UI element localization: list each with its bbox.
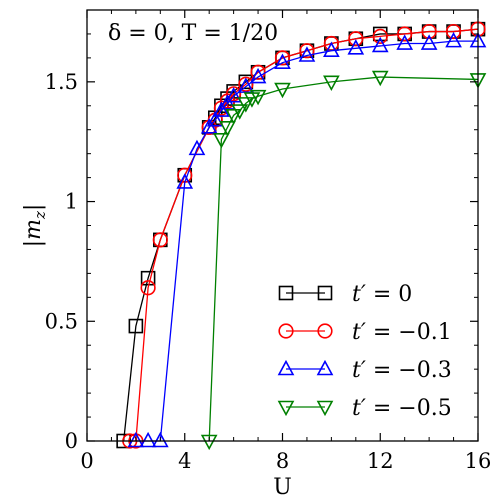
data-point	[128, 318, 144, 334]
y-tick-label: 0.5	[45, 309, 78, 333]
data-point	[445, 23, 462, 40]
legend-label: t′ = 0	[352, 282, 412, 307]
data-point	[371, 36, 389, 53]
y-tick-label: 1	[65, 190, 78, 214]
series-line	[135, 40, 478, 442]
legend-marker	[317, 323, 333, 339]
data-point	[397, 26, 413, 42]
data-point	[226, 86, 242, 102]
data-point	[237, 77, 255, 93]
legend-marker	[277, 359, 295, 376]
data-point	[231, 104, 249, 120]
series-line	[208, 76, 479, 442]
data-point	[249, 89, 267, 106]
data-point	[371, 70, 389, 87]
data-point	[238, 76, 254, 92]
data-point	[298, 46, 316, 62]
data-point	[127, 431, 145, 448]
y-tick-label: 1.5	[45, 70, 78, 94]
legend: t′ = 0 t′ = −0.1 t′ = −0.3 t′ = −0.5	[277, 282, 452, 421]
data-point	[200, 434, 218, 451]
data-point	[213, 133, 230, 149]
data-point	[176, 173, 194, 189]
data-point	[323, 75, 340, 92]
legend-label: t′ = −0.5	[352, 396, 452, 421]
legend-marker	[316, 359, 334, 376]
series-3	[200, 70, 487, 451]
data-point	[206, 110, 224, 127]
x-tick-label: 16	[465, 449, 492, 473]
legend-entry: t′ = −0.5	[277, 396, 452, 421]
data-point	[274, 53, 291, 69]
data-point	[219, 121, 236, 137]
data-point	[323, 41, 340, 58]
data-point	[372, 28, 388, 44]
legend-label: t′ = −0.3	[352, 358, 452, 383]
data-point	[140, 280, 156, 296]
legend-marker	[316, 400, 334, 417]
data-point	[396, 34, 414, 50]
axis-ticks: 0 4 8 12 16 0 0.5 1 1.5	[45, 9, 492, 473]
legend-entry: t′ = −0.3	[277, 358, 452, 383]
y-axis-label-text: |mz|	[21, 204, 49, 248]
x-axis-label: U	[273, 475, 292, 498]
data-point	[237, 97, 255, 113]
data-point	[421, 23, 437, 40]
chart-annotation: δ = 0, T = 1/20	[108, 21, 278, 46]
data-point	[140, 270, 156, 286]
data-point	[139, 431, 157, 448]
y-tick-label: 0	[65, 429, 78, 453]
data-point	[274, 82, 291, 99]
series-line	[129, 28, 479, 442]
data-point	[299, 43, 315, 59]
x-tick-label: 0	[80, 449, 93, 473]
data-point	[420, 34, 438, 50]
data-point	[445, 31, 462, 48]
y-axis-label: |mz|	[21, 204, 49, 248]
series-2	[127, 31, 487, 448]
data-point	[274, 50, 291, 66]
data-point	[188, 139, 206, 156]
legend-marker	[277, 400, 295, 417]
data-point	[152, 232, 168, 248]
data-point	[225, 87, 242, 103]
x-tick-label: 12	[367, 449, 394, 473]
data-point	[225, 109, 242, 125]
legend-label: t′ = −0.1	[352, 320, 452, 345]
data-point	[250, 64, 266, 80]
x-tick-label: 4	[178, 449, 191, 473]
data-point	[249, 67, 267, 84]
legend-entry: t′ = −0.1	[278, 320, 452, 345]
legend-marker	[278, 323, 294, 339]
data-point	[151, 431, 169, 448]
data-point	[348, 31, 364, 47]
legend-marker	[317, 285, 333, 301]
legend-entry: t′ = 0	[278, 282, 412, 307]
legend-marker	[278, 285, 294, 301]
x-tick-label: 8	[276, 449, 289, 473]
plot-area	[116, 21, 487, 451]
data-point	[347, 39, 365, 55]
